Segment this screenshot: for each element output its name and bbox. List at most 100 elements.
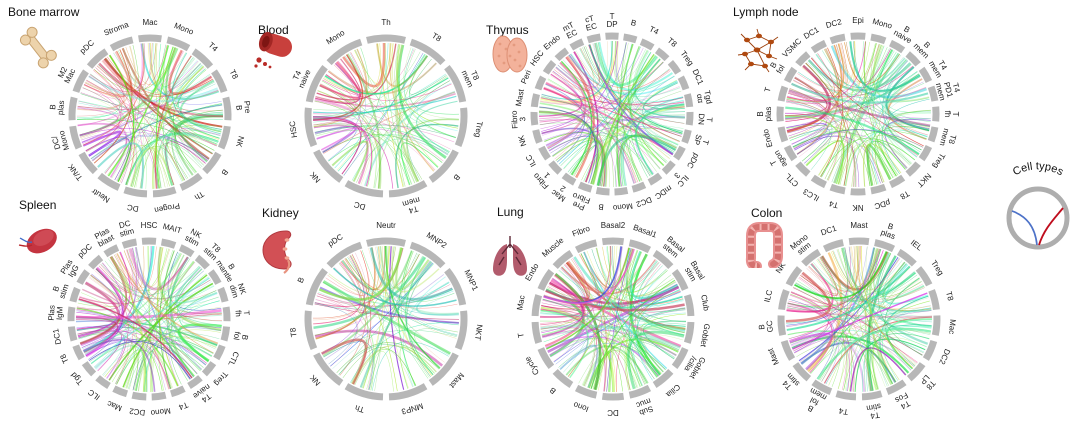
thymus-icon — [486, 30, 534, 83]
ring-segment — [131, 391, 147, 401]
segment-label: NKT — [473, 324, 484, 341]
ring-segment — [931, 315, 941, 336]
ring-segment — [211, 69, 228, 93]
segment-label: pDC — [326, 232, 345, 248]
segment-label: Mono — [871, 17, 893, 31]
ring-segment — [829, 183, 846, 195]
ring-segment — [344, 383, 384, 401]
ring-segment — [780, 339, 796, 361]
segment-label: B — [219, 167, 229, 177]
segment-label: NKstim — [183, 226, 204, 248]
ring-segment — [326, 38, 363, 66]
ring-segment — [906, 362, 926, 382]
segment-label: TDN — [696, 113, 714, 126]
ring-segment — [454, 107, 468, 148]
segment-label: IEL — [909, 238, 924, 253]
segment-label: Tagon — [765, 149, 789, 173]
segment-label: Mac — [947, 319, 957, 335]
ring-segment — [76, 269, 91, 285]
ring-segment — [444, 65, 467, 103]
segment-label: NK — [234, 135, 246, 149]
chord-ring — [531, 237, 695, 401]
segment-label: DC1 — [820, 224, 839, 238]
ring-segment — [534, 75, 547, 91]
ring-segment — [885, 379, 907, 395]
segment-label: Iono — [572, 400, 590, 414]
ring-segment — [169, 385, 186, 398]
ring-segment — [88, 254, 104, 270]
ring-segment — [305, 65, 328, 103]
segment-label: ILC — [524, 153, 538, 168]
segment-label: T8mem — [460, 66, 483, 90]
segment-label: Submuc — [635, 396, 655, 417]
ring-segment — [304, 107, 318, 148]
tissue-title-bone-marrow: Bone marrow — [8, 5, 80, 19]
ring-segment — [918, 66, 933, 84]
segment-label: TSP — [692, 133, 712, 148]
segment-label: MNP3 — [400, 401, 424, 416]
ring-segment — [109, 36, 134, 52]
segment-label: T4 — [207, 40, 220, 53]
ring-segment — [681, 129, 692, 144]
lymph-node-icon — [735, 26, 783, 79]
segment-label: Endo — [761, 128, 775, 149]
segment-label: T4PD1mem — [934, 78, 963, 102]
ring-segment — [652, 368, 674, 388]
ring-segment — [103, 244, 120, 258]
ring-segment — [569, 38, 585, 51]
segment-label: Mac — [106, 399, 123, 413]
ring-segment — [366, 34, 406, 44]
ring-segment — [777, 126, 789, 143]
segment-label: mTEC — [561, 20, 579, 41]
ring-segment — [222, 96, 232, 121]
chord-diagram-blood: Th T8 T8mem Treg B T4mem DC NK HSC T4naive Mono — [256, 0, 516, 246]
segment-label: Basal1 — [632, 223, 659, 240]
segment-label: Mac — [515, 295, 526, 311]
ring-segment — [835, 390, 857, 401]
ring-segment — [561, 172, 577, 186]
ring-segment — [785, 266, 803, 287]
ring-segment — [874, 239, 896, 253]
ring-segment — [388, 180, 428, 198]
ring-segment — [614, 186, 629, 196]
ring-segment — [654, 47, 670, 62]
segment-label: T8 — [228, 68, 240, 81]
chord-ring — [68, 34, 232, 198]
segment-label: Bfol — [767, 59, 786, 75]
segment-label: CTL — [226, 350, 241, 368]
bone-icon — [14, 24, 62, 77]
segment-label: DC — [126, 202, 139, 213]
chord-lines — [785, 245, 933, 392]
ring-segment — [671, 347, 689, 369]
ring-segment — [152, 186, 177, 198]
ring-segment — [97, 172, 121, 191]
segment-label: MNP2 — [425, 231, 449, 251]
ring-segment — [217, 125, 231, 150]
ring-segment — [530, 93, 540, 108]
segment-label: NK — [516, 134, 528, 148]
segment-label: Stroma — [103, 20, 131, 38]
ring-segment — [601, 392, 625, 401]
ring-segment — [160, 238, 177, 249]
ring-segment — [601, 237, 625, 246]
tissue-title-colon: Colon — [751, 206, 783, 220]
ring-segment — [326, 241, 363, 269]
ring-segment — [673, 145, 686, 161]
segment-label: Tfh — [943, 111, 960, 118]
segment-label: Fibro — [571, 224, 592, 239]
ring-segment — [78, 151, 98, 175]
segment-label: T — [763, 86, 773, 93]
ring-segment — [81, 361, 97, 377]
segment-label: Tfh — [234, 309, 252, 317]
ring-segment — [684, 93, 694, 108]
legend-interaction-line-red — [1038, 207, 1064, 246]
ring-segment — [811, 379, 833, 395]
ring-segment — [304, 310, 318, 351]
segment-label: T8 — [944, 290, 955, 302]
ring-segment — [685, 111, 694, 126]
chord-diagram-lymph-node: Epi Mono Bnaive Bmem T4mem T4PD1mem Tfh T8mem Tr… — [728, 0, 988, 244]
segment-label: Bplas — [48, 99, 66, 115]
segment-label: Mono — [612, 201, 633, 212]
ring-segment — [428, 352, 459, 386]
chord-lines — [75, 245, 223, 393]
